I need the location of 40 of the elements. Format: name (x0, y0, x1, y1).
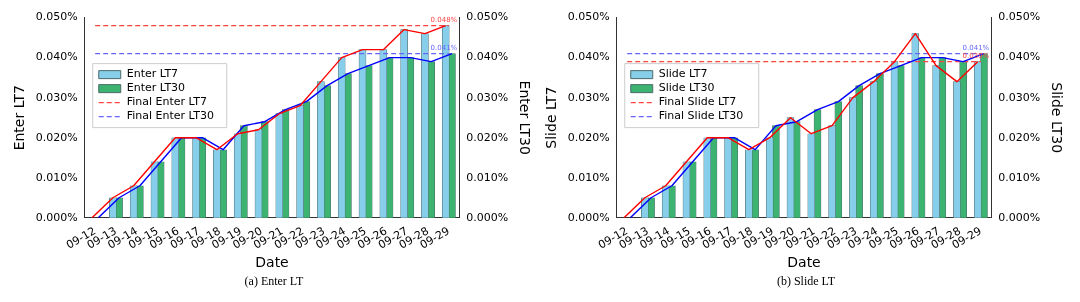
text: (a) Enter LT (243, 274, 305, 289)
y-tick-label: 0.040% (35, 50, 78, 64)
y-tick-label: 0.030% (567, 90, 610, 104)
y-tick-label: 0.030% (35, 90, 78, 104)
y2-tick-label: 0.050% (998, 10, 1041, 24)
y2-tick-label: 0.040% (466, 50, 509, 64)
y-axis-title: Enter LT7 (11, 85, 28, 151)
y-axis-title: Slide LT7 (543, 86, 560, 149)
legend-label: Final Slide LT30 (658, 109, 744, 123)
legend-label: Enter LT30 (126, 81, 186, 95)
x-axis-title: Date (255, 254, 289, 271)
legend-label: Final Enter LT30 (126, 109, 214, 123)
y-tick-label: 0.000% (35, 210, 78, 224)
x-axis-title: Date (787, 254, 821, 271)
y-tick-label: 0.020% (35, 130, 78, 144)
y-tick-label: 0.010% (35, 170, 78, 184)
y2-tick-label: 0.010% (466, 170, 509, 184)
y2-tick-label: 0.040% (998, 50, 1041, 64)
y2-tick-label: 0.020% (998, 130, 1041, 144)
y2-tick-label: 0.000% (998, 210, 1041, 224)
y2-tick-label: 0.030% (998, 90, 1041, 104)
y-tick-label: 0.050% (567, 10, 610, 24)
y-tick-label: 0.040% (567, 50, 610, 64)
y2-tick-label: 0.000% (466, 210, 509, 224)
legend-label: Slide LT7 (658, 67, 708, 81)
y2-axis-title: Slide LT30 (1048, 82, 1065, 154)
y2-axis-title: Enter LT30 (516, 80, 533, 155)
legend-label: Final Slide LT7 (658, 95, 737, 109)
text: (b) Slide LT (775, 274, 837, 289)
legend-label: Final Enter LT7 (126, 95, 207, 109)
y2-tick-label: 0.050% (466, 10, 509, 24)
y-tick-label: 0.050% (35, 10, 78, 24)
y-tick-label: 0.000% (567, 210, 610, 224)
y2-tick-label: 0.020% (466, 130, 509, 144)
y2-tick-label: 0.010% (998, 170, 1041, 184)
y2-tick-label: 0.030% (466, 90, 509, 104)
legend-label: Slide LT30 (658, 81, 715, 95)
y-tick-label: 0.020% (567, 130, 610, 144)
legend-label: Enter LT7 (126, 67, 179, 81)
y-tick-label: 0.010% (567, 170, 610, 184)
